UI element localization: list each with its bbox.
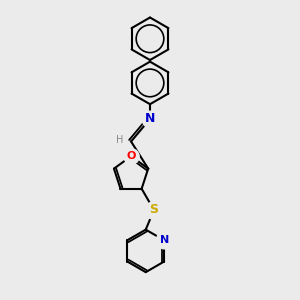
Text: N: N bbox=[160, 235, 169, 245]
Text: H: H bbox=[116, 135, 123, 145]
Text: O: O bbox=[126, 151, 136, 161]
Text: N: N bbox=[145, 112, 155, 125]
Text: S: S bbox=[149, 203, 158, 217]
